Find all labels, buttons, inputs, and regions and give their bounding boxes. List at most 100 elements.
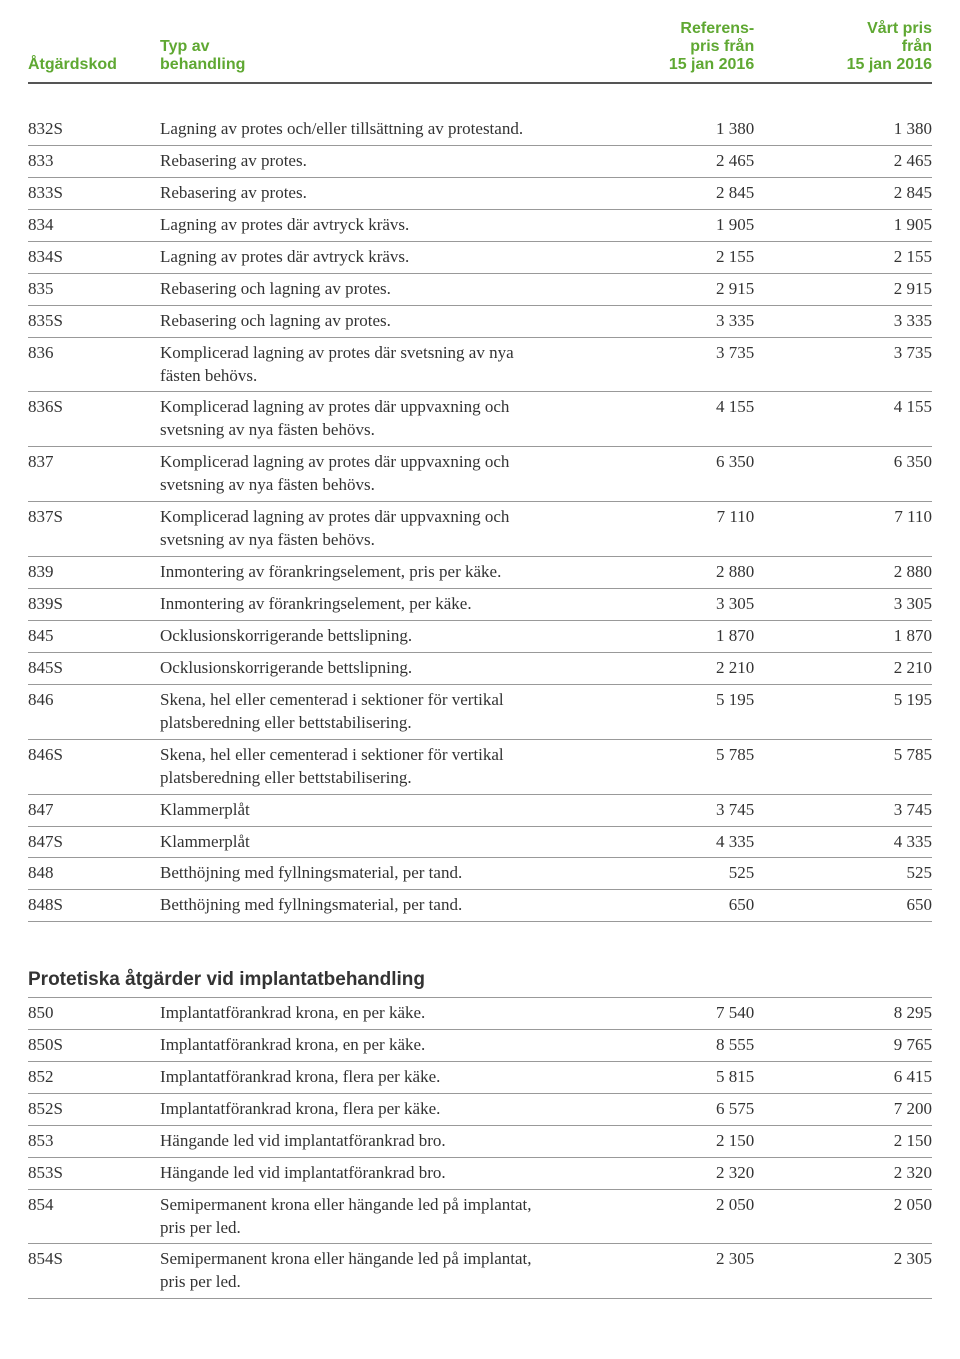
cell-reference-price: 2 305 — [576, 1244, 754, 1299]
cell-description: Rebasering av protes. — [160, 177, 576, 209]
cell-description: Ocklusionskorrigerande bettslipning. — [160, 620, 576, 652]
cell-description: Lagning av protes där avtryck krävs. — [160, 209, 576, 241]
table-row: 839SInmontering av förankringselement, p… — [28, 589, 932, 621]
table-row: 836Komplicerad lagning av protes där sve… — [28, 337, 932, 392]
cell-reference-price: 2 845 — [576, 177, 754, 209]
cell-reference-price: 4 335 — [576, 826, 754, 858]
cell-description: Hängande led vid implantatförankrad bro. — [160, 1125, 576, 1157]
cell-description: Komplicerad lagning av protes där uppvax… — [160, 392, 576, 447]
cell-description: Lagning av protes där avtryck krävs. — [160, 241, 576, 273]
cell-description: Ocklusionskorrigerande bettslipning. — [160, 652, 576, 684]
cell-our-price: 3 745 — [754, 794, 932, 826]
cell-reference-price: 5 785 — [576, 739, 754, 794]
table-row: 853Hängande led vid implantatförankrad b… — [28, 1125, 932, 1157]
table-row: 854SSemipermanent krona eller hängande l… — [28, 1244, 932, 1299]
cell-our-price: 6 350 — [754, 447, 932, 502]
cell-our-price: 5 785 — [754, 739, 932, 794]
section-heading: Protetiska åtgärder vid implantatbehandl… — [28, 922, 932, 998]
cell-reference-price: 2 155 — [576, 241, 754, 273]
table-row: 846Skena, hel eller cementerad i sektion… — [28, 684, 932, 739]
cell-code: 834S — [28, 241, 160, 273]
cell-reference-price: 7 110 — [576, 502, 754, 557]
cell-description: Skena, hel eller cementerad i sektioner … — [160, 739, 576, 794]
header-code-text: Åtgärdskod — [28, 56, 117, 73]
cell-code: 852 — [28, 1061, 160, 1093]
table-row: 852SImplantatförankrad krona, flera per … — [28, 1093, 932, 1125]
cell-description: Inmontering av förankringselement, pris … — [160, 557, 576, 589]
cell-reference-price: 6 575 — [576, 1093, 754, 1125]
cell-code: 837 — [28, 447, 160, 502]
cell-description: Rebasering och lagning av protes. — [160, 273, 576, 305]
cell-our-price: 3 305 — [754, 589, 932, 621]
table-row: 835SRebasering och lagning av protes. 3 3… — [28, 305, 932, 337]
cell-reference-price: 1 905 — [576, 209, 754, 241]
cell-reference-price: 2 915 — [576, 273, 754, 305]
cell-our-price: 2 465 — [754, 145, 932, 177]
cell-our-price: 5 195 — [754, 684, 932, 739]
cell-description: Klammerplåt — [160, 794, 576, 826]
cell-our-price: 4 335 — [754, 826, 932, 858]
cell-description: Betthöjning med fyllningsmaterial, per t… — [160, 890, 576, 922]
column-header-table: Åtgärdskod Typ avbehandling Referens-pri… — [28, 20, 932, 82]
cell-reference-price: 8 555 — [576, 1029, 754, 1061]
cell-description: Hängande led vid implantatförankrad bro. — [160, 1157, 576, 1189]
cell-reference-price: 7 540 — [576, 997, 754, 1029]
cell-reference-price: 2 050 — [576, 1189, 754, 1244]
cell-code: 835S — [28, 305, 160, 337]
cell-reference-price: 5 195 — [576, 684, 754, 739]
cell-reference-price: 6 350 — [576, 447, 754, 502]
cell-our-price: 6 415 — [754, 1061, 932, 1093]
cell-reference-price: 3 735 — [576, 337, 754, 392]
table-row: 833SRebasering av protes.2 8452 845 — [28, 177, 932, 209]
cell-description: Rebasering och lagning av protes. — [160, 305, 576, 337]
cell-reference-price: 2 150 — [576, 1125, 754, 1157]
cell-our-price: 2 050 — [754, 1189, 932, 1244]
cell-our-price: 3 735 — [754, 337, 932, 392]
cell-code: 853S — [28, 1157, 160, 1189]
cell-our-price: 2 845 — [754, 177, 932, 209]
cell-description: Klammerplåt — [160, 826, 576, 858]
table-row: 832SLagning av protes och/eller tillsätt… — [28, 114, 932, 145]
cell-our-price: 7 200 — [754, 1093, 932, 1125]
cell-reference-price: 3 745 — [576, 794, 754, 826]
cell-code: 854 — [28, 1189, 160, 1244]
cell-description: Rebasering av protes. — [160, 145, 576, 177]
table-row: 833Rebasering av protes.2 4652 465 — [28, 145, 932, 177]
cell-our-price: 650 — [754, 890, 932, 922]
table-row: 852Implantatförankrad krona, flera per k… — [28, 1061, 932, 1093]
cell-description: Komplicerad lagning av protes där uppvax… — [160, 502, 576, 557]
cell-code: 848S — [28, 890, 160, 922]
cell-code: 837S — [28, 502, 160, 557]
cell-description: Skena, hel eller cementerad i sektioner … — [160, 684, 576, 739]
cell-code: 836 — [28, 337, 160, 392]
cell-code: 845 — [28, 620, 160, 652]
cell-reference-price: 4 155 — [576, 392, 754, 447]
cell-our-price: 3 335 — [754, 305, 932, 337]
cell-code: 839S — [28, 589, 160, 621]
header-ref-price: Referens-pris från15 jan 2016 — [576, 20, 754, 82]
cell-reference-price: 5 815 — [576, 1061, 754, 1093]
table-row: 837Komplicerad lagning av protes där upp… — [28, 447, 932, 502]
section-heading-row: Protetiska åtgärder vid implantatbehandl… — [28, 922, 932, 998]
cell-reference-price: 2 210 — [576, 652, 754, 684]
cell-our-price: 8 295 — [754, 997, 932, 1029]
table-row: 835Rebasering och lagning av protes.2 91… — [28, 273, 932, 305]
cell-code: 846 — [28, 684, 160, 739]
header-ref-price-text: Referens-pris från15 jan 2016 — [669, 20, 754, 73]
cell-code: 846S — [28, 739, 160, 794]
header-type: Typ avbehandling — [160, 20, 576, 82]
cell-description: Lagning av protes och/eller tillsättning… — [160, 114, 576, 145]
cell-reference-price: 1 380 — [576, 114, 754, 145]
cell-our-price: 2 320 — [754, 1157, 932, 1189]
header-our-price: Vårt prisfrån15 jan 2016 — [754, 20, 932, 82]
cell-our-price: 2 155 — [754, 241, 932, 273]
cell-our-price: 2 880 — [754, 557, 932, 589]
cell-our-price: 1 905 — [754, 209, 932, 241]
cell-code: 834 — [28, 209, 160, 241]
table-row: 837SKomplicerad lagning av protes där up… — [28, 502, 932, 557]
table-row: 846SSkena, hel eller cementerad i sektio… — [28, 739, 932, 794]
table-row: 834Lagning av protes där avtryck krävs.1… — [28, 209, 932, 241]
cell-code: 832S — [28, 114, 160, 145]
cell-our-price: 2 210 — [754, 652, 932, 684]
cell-description: Inmontering av förankringselement, per k… — [160, 589, 576, 621]
